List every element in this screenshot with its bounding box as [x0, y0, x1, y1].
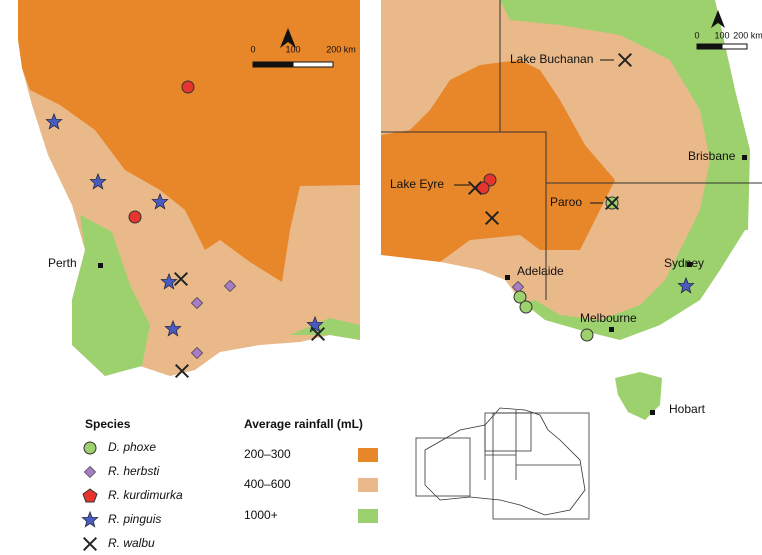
legend-entry: R. pinguis	[108, 512, 161, 526]
city-dot	[687, 262, 692, 267]
east-markers: Lake Buchanan Brisbane Lake Eyre Paroo A…	[390, 10, 762, 416]
scale-label: 100	[285, 44, 300, 54]
scale-label: 0	[694, 30, 699, 40]
legend-symbol	[84, 466, 96, 478]
legend-symbol	[83, 441, 97, 455]
inset-borders	[484, 410, 580, 480]
city-dot	[609, 327, 614, 332]
tasmania	[615, 372, 662, 420]
extent-box	[415, 437, 471, 497]
legend-entry: 400–600	[244, 477, 291, 491]
land-low-rainfall	[381, 60, 615, 262]
land-high-rainfall	[72, 215, 360, 376]
place-label: Paroo	[550, 195, 582, 209]
city-dot	[742, 155, 747, 160]
extent-box	[484, 412, 532, 452]
west-markers: Perth 0 100 200 km	[45, 28, 356, 379]
legend: Species D. phoxe R. herbsti R. kurdimurk…	[81, 417, 378, 552]
place-label: Lake Buchanan	[510, 52, 593, 66]
place-label: Adelaide	[517, 264, 564, 278]
legend-swatch	[358, 448, 378, 462]
sea	[381, 230, 762, 430]
place-label: Hobart	[669, 402, 706, 416]
scale-label: 200 km	[733, 30, 762, 40]
kurdimurka-marker	[476, 181, 490, 195]
scale-label: 100	[714, 30, 729, 40]
place-label: Perth	[48, 256, 77, 270]
legend-entry: R. herbsti	[108, 464, 160, 478]
scale-bar	[696, 43, 723, 50]
legend-symbol	[81, 511, 99, 528]
land-high-rainfall	[500, 0, 750, 345]
legend-symbol	[82, 536, 98, 552]
city-dot	[505, 275, 510, 280]
legend-entry: 200–300	[244, 447, 291, 461]
city-dot	[98, 263, 103, 268]
place-label: Melbourne	[580, 311, 637, 325]
legend-title: Average rainfall (mL)	[244, 417, 363, 431]
extent-box	[492, 412, 590, 520]
north-arrow	[280, 28, 296, 48]
legend-entry: 1000+	[244, 508, 278, 522]
west-panel	[0, 0, 360, 376]
place-label: Brisbane	[688, 149, 736, 163]
legend-swatch	[358, 478, 378, 492]
legend-entry: D. phoxe	[108, 440, 156, 454]
scale-bar	[252, 61, 294, 68]
legend-entry: R. kurdimurka	[108, 488, 183, 502]
west-coast-sea	[0, 0, 22, 68]
kurdimurka-marker	[181, 80, 195, 94]
legend-title: Species	[85, 417, 131, 431]
place-label: Lake Eyre	[390, 177, 444, 191]
scale-label: 200 km	[326, 44, 356, 54]
scale-bar	[292, 61, 334, 68]
phoxe-marker	[513, 290, 527, 304]
city-dot	[650, 410, 655, 415]
land-low-rainfall	[18, 0, 360, 282]
inset-map	[415, 407, 590, 520]
legend-swatch	[358, 509, 378, 523]
legend-entry: R. walbu	[108, 536, 155, 550]
phoxe-marker	[519, 300, 533, 314]
scale-label: 0	[250, 44, 255, 54]
phoxe-marker	[580, 328, 594, 342]
kurdimurka-marker	[128, 210, 142, 224]
north-arrow	[711, 10, 725, 28]
scale-bar	[721, 43, 748, 50]
east-panel	[381, 0, 762, 430]
place-label: Sydney	[664, 256, 704, 270]
australia-outline	[424, 407, 586, 516]
legend-symbol	[82, 488, 98, 503]
state-border	[381, 0, 762, 300]
